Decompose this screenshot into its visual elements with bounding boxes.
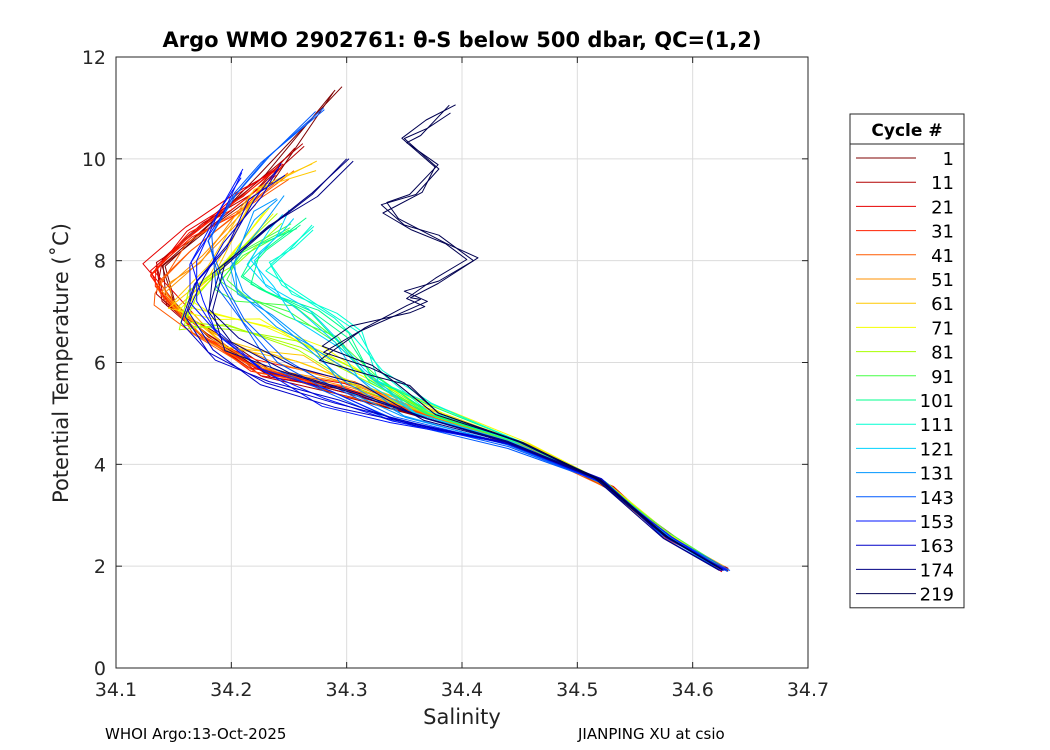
legend-label: 121 [920,439,954,460]
legend-label: 41 [931,246,954,267]
series-line [154,165,724,570]
legend-label: 61 [931,294,954,315]
series-line [318,104,724,571]
y-tick-label: 2 [94,556,106,578]
footer-left: WHOI Argo:13-Oct-2025 [105,725,287,743]
legend-label: 21 [931,197,954,218]
legend-title: Cycle # [871,121,942,141]
legend-label: 131 [920,464,954,485]
series-line [321,104,723,570]
x-tick-label: 34.2 [210,679,252,701]
y-tick-label: 6 [94,353,106,375]
x-tick-label: 34.7 [787,679,829,701]
legend: Cycle #111213141516171819110111112113114… [849,113,965,609]
legend-label: 174 [920,560,954,581]
x-tick-label: 34.5 [556,679,598,701]
y-tick-label: 12 [82,47,106,69]
y-tick-label: 0 [94,658,106,680]
legend-label: 81 [931,343,954,364]
x-tick-label: 34.3 [326,679,368,701]
legend-label: 31 [931,222,954,243]
legend-label: 1 [943,149,954,170]
x-axis-label: Salinity [423,705,501,729]
footer-right: JIANPING XU at csio [578,725,725,743]
legend-label: 143 [920,488,954,509]
y-tick-label: 8 [94,251,106,273]
legend-label: 153 [920,512,954,533]
legend-label: 71 [931,318,954,339]
series-line [184,213,718,565]
series-219 [318,104,724,571]
x-tick-label: 34.6 [672,679,714,701]
legend-label: 91 [931,367,954,388]
y-tick-label: 4 [94,454,106,476]
chart-title: Argo WMO 2902761: θ-S below 500 dbar, QC… [163,28,762,52]
legend-label: 111 [920,415,954,436]
plot-area: 34.1 34.2 34.3 34.4 34.5 34.6 34.7 0 2 4 6 8 10 12 [82,47,829,701]
legend-label: 101 [920,391,954,412]
legend-label: 219 [920,585,954,606]
y-axis-label: Potential Temperature (˚C) [49,223,73,503]
x-tick-label: 34.4 [441,679,483,701]
legend-box [849,113,965,609]
legend-label: 51 [931,270,954,291]
y-tick-label: 10 [82,149,106,171]
legend-label: 11 [931,173,954,194]
series-line [187,162,724,570]
legend-label: 163 [920,536,954,557]
x-tick-label: 34.1 [95,679,137,701]
